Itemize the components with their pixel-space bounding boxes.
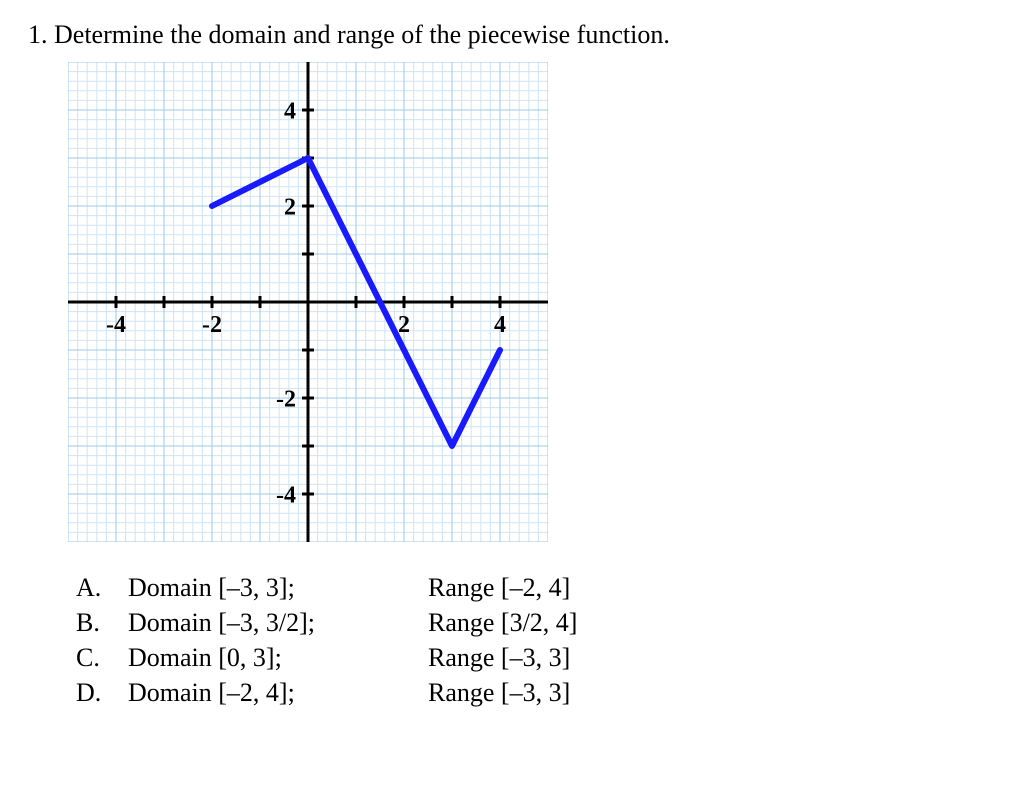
option-range: Range [–2, 4] <box>428 570 1004 605</box>
graph-container: 2 4 -4 -2 2 4 -4 -2 <box>68 62 1004 542</box>
answer-option[interactable]: D.Domain [–2, 4];Range [–3, 3] <box>76 675 1004 710</box>
question-body: Determine the domain and range of the pi… <box>54 20 670 49</box>
answer-option[interactable]: B.Domain [–3, 3/2];Range [3/2, 4] <box>76 605 1004 640</box>
option-domain: Domain [–3, 3/2]; <box>128 605 428 640</box>
option-domain: Domain [–3, 3]; <box>128 570 428 605</box>
svg-text:2: 2 <box>284 194 296 220</box>
svg-text:4: 4 <box>494 312 506 338</box>
svg-text:2: 2 <box>398 312 410 338</box>
svg-text:-2: -2 <box>276 386 296 412</box>
option-letter: D. <box>76 675 128 710</box>
option-letter: B. <box>76 605 128 640</box>
answer-option[interactable]: C.Domain [0, 3];Range [–3, 3] <box>76 640 1004 675</box>
option-range: Range [–3, 3] <box>428 675 1004 710</box>
question-number: 1. <box>28 20 48 49</box>
svg-text:-2: -2 <box>202 312 222 338</box>
option-range: Range [–3, 3] <box>428 640 1004 675</box>
option-domain: Domain [–2, 4]; <box>128 675 428 710</box>
svg-text:4: 4 <box>284 98 296 124</box>
option-domain: Domain [0, 3]; <box>128 640 428 675</box>
answer-option[interactable]: A.Domain [–3, 3];Range [–2, 4] <box>76 570 1004 605</box>
question-text: 1. Determine the domain and range of the… <box>28 20 1004 50</box>
option-range: Range [3/2, 4] <box>428 605 1004 640</box>
svg-text:-4: -4 <box>106 312 126 338</box>
piecewise-chart: 2 4 -4 -2 2 4 -4 -2 <box>68 62 548 542</box>
svg-text:-4: -4 <box>276 482 296 508</box>
answer-options: A.Domain [–3, 3];Range [–2, 4]B.Domain [… <box>76 570 1004 710</box>
option-letter: A. <box>76 570 128 605</box>
option-letter: C. <box>76 640 128 675</box>
